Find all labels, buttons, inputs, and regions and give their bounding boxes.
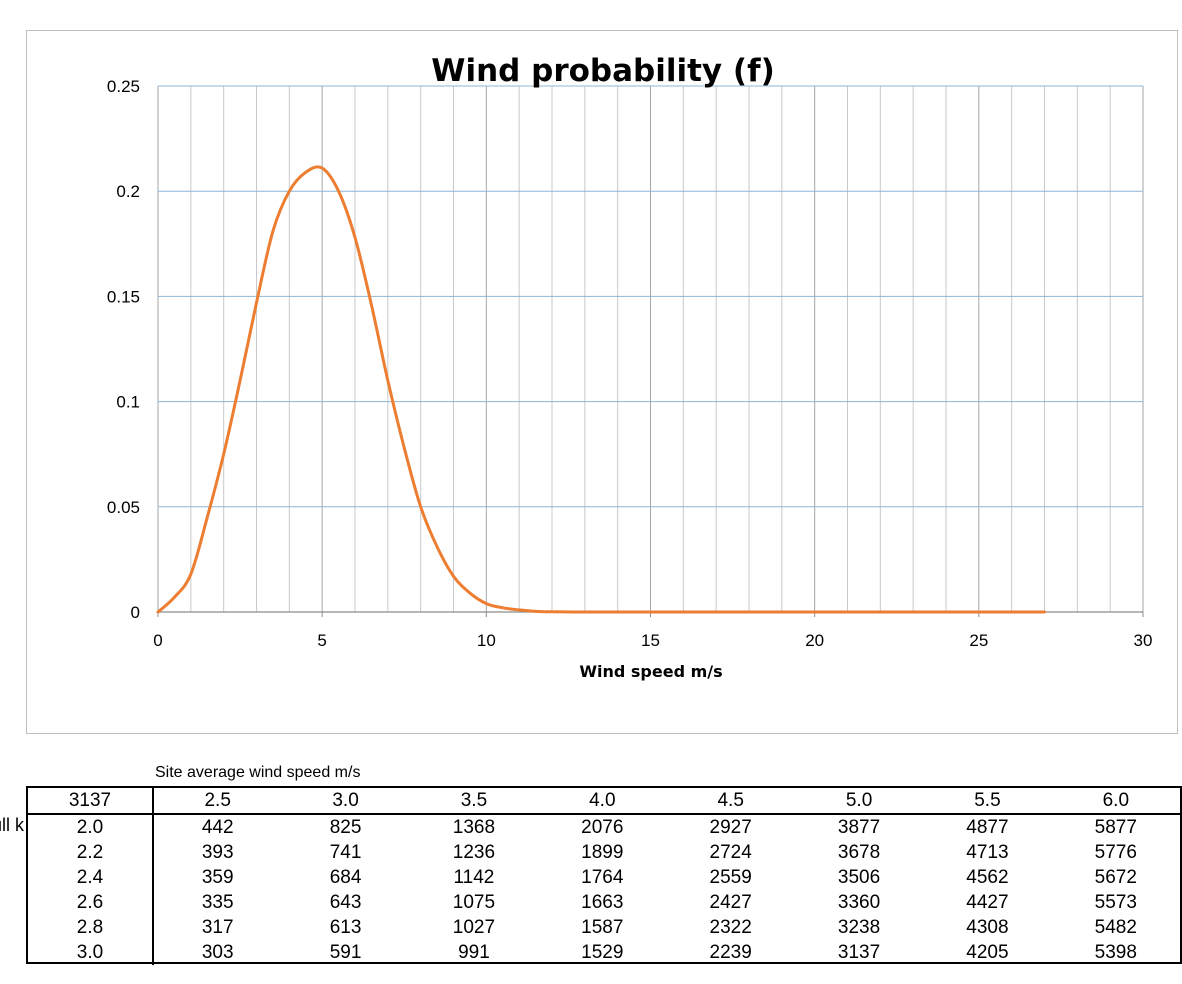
table-cell: 2724 [709, 842, 752, 863]
table-row: 2.4 359 684 1142 1764 2559 3506 4562 567… [28, 865, 1180, 890]
column-header: 4.0 [538, 788, 667, 815]
table-cell: 4427 [966, 892, 1009, 913]
y-tick-label: 0.05 [107, 498, 140, 517]
table-cell: 2927 [709, 817, 752, 838]
table-cell: 5573 [1094, 892, 1137, 913]
table-cell: 5776 [1094, 842, 1137, 863]
table-cell: 643 [329, 892, 362, 913]
energy-table: 3137 2.5 3.0 3.5 4.0 4.5 5.0 5.5 6.0 2.0… [26, 786, 1182, 965]
table-cell: 393 [201, 842, 234, 863]
table-cell: 4877 [966, 817, 1009, 838]
row-header: 2.0 [28, 814, 154, 840]
table-cell: 5672 [1094, 867, 1137, 888]
chart-area: 0 5 10 15 20 25 30 0 0.05 0.1 0.15 0.2 0.25 Wind pr… [26, 30, 1178, 734]
column-header: 6.0 [1051, 788, 1180, 815]
table-cell: 4205 [966, 942, 1009, 963]
table-row: 2.2 393 741 1236 1899 2724 3678 4713 577… [28, 840, 1180, 865]
table-cell: 1027 [452, 917, 496, 938]
table-cell: 4713 [966, 842, 1009, 863]
table-cell: 3678 [837, 842, 881, 863]
table-cell: 2559 [709, 867, 752, 888]
table-cell: 317 [201, 917, 234, 938]
series-line-wind-probability [156, 165, 1046, 614]
table-cell: 2322 [709, 917, 752, 938]
table-cell: 5482 [1094, 917, 1137, 938]
x-axis-title: Wind speed m/s [579, 662, 722, 681]
x-tick-label: 30 [1134, 631, 1153, 650]
table-cell: 3238 [837, 917, 881, 938]
x-tick-label: 5 [317, 631, 326, 650]
y-tick-label: 0.25 [107, 77, 140, 96]
row-header-label: Weibull k [0, 815, 24, 835]
table-cell: 1075 [452, 892, 496, 913]
table-cell: 1368 [452, 817, 496, 838]
table-cell: 613 [329, 917, 362, 938]
row-header: 3.0 [28, 940, 154, 965]
row-header: 2.6 [28, 890, 154, 915]
y-tick-label: 0.2 [116, 182, 140, 201]
table-cell: 3506 [837, 867, 881, 888]
table-cell: 3877 [837, 817, 881, 838]
table-cell: 1142 [453, 867, 495, 888]
x-tick-label: 10 [477, 631, 496, 650]
table-caption: Site average wind speed m/s [155, 764, 361, 781]
table-cell: 1764 [581, 867, 624, 888]
table-cell: 1529 [581, 942, 624, 963]
table-cell: 4562 [966, 867, 1009, 888]
y-tick-label: 0 [131, 603, 140, 622]
table-row: 2.0 442 825 1368 2076 2927 3877 4877 587… [28, 814, 1180, 840]
table-cell: 741 [329, 842, 362, 863]
table-cell: 2076 [581, 817, 624, 838]
column-header: 2.5 [153, 788, 282, 815]
table-cell: 1587 [581, 917, 624, 938]
column-header: 3.0 [281, 788, 410, 815]
table-cell: 1663 [581, 892, 624, 913]
table-cell: 684 [329, 867, 362, 888]
table-cell: 1236 [452, 842, 496, 863]
table-row: 2.6 335 643 1075 1663 2427 3360 4427 557… [28, 890, 1180, 915]
table-cell: 3360 [837, 892, 881, 913]
column-header: 3.5 [409, 788, 539, 815]
table-cell: 359 [201, 867, 234, 888]
table-cell: 4308 [966, 917, 1009, 938]
table-cell: 991 [458, 942, 490, 963]
table-cell: 442 [201, 817, 234, 838]
y-tick-label: 0.15 [107, 287, 140, 306]
x-tick-label: 0 [153, 631, 162, 650]
y-tick-label: 0.1 [116, 393, 140, 412]
table-cell: 591 [329, 942, 362, 963]
column-header: 5.0 [794, 788, 924, 815]
wind-probability-chart: 0 5 10 15 20 25 30 0 0.05 0.1 0.15 0.2 0.25 Wind pr… [107, 53, 1153, 681]
table-cell: 1899 [581, 842, 624, 863]
x-tick-label: 15 [641, 631, 660, 650]
table-cell: 3137 [837, 942, 881, 963]
table-cell: 303 [201, 942, 234, 963]
table-cell: 2239 [709, 942, 752, 963]
x-tick-label: 25 [969, 631, 988, 650]
column-header: 5.5 [923, 788, 1052, 815]
table-cell: 825 [329, 817, 362, 838]
row-header: 2.8 [28, 915, 154, 940]
column-header: 4.5 [666, 788, 795, 815]
table-cell: 5398 [1094, 942, 1137, 963]
row-header: 2.2 [28, 840, 154, 865]
table-corner-cell: 3137 [28, 788, 154, 815]
table-row: 3.0 303 591 991 1529 2239 3137 4205 5398 [28, 940, 1180, 965]
table-row: 2.8 317 613 1027 1587 2322 3238 4308 548… [28, 915, 1180, 940]
table-cell: 5877 [1094, 817, 1137, 838]
x-tick-label: 20 [805, 631, 824, 650]
chart-title: Wind probability (f) [431, 53, 774, 89]
table-header-row: 3137 2.5 3.0 3.5 4.0 4.5 5.0 5.5 6.0 [28, 788, 1180, 815]
table-cell: 335 [201, 892, 234, 913]
table-cell: 2427 [709, 892, 752, 913]
row-header: 2.4 [28, 865, 154, 890]
